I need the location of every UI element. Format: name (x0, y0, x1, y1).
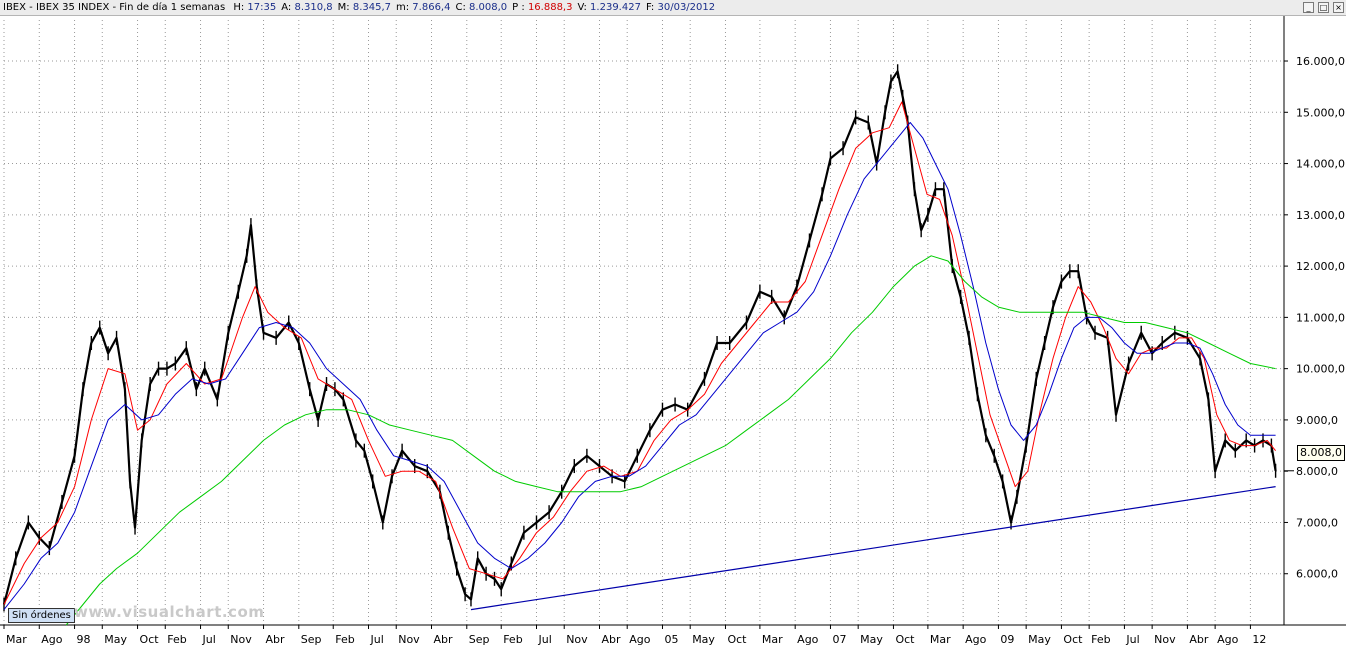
y-tick-label: 9.000,0 (1296, 414, 1338, 427)
field-label: F: (645, 2, 658, 13)
x-tick-label: Mar (6, 633, 27, 646)
x-tick-label: May (692, 633, 715, 646)
y-tick-label: 7.000,0 (1296, 516, 1338, 529)
field-label: V: (577, 2, 591, 13)
x-tick-label: Oct (140, 633, 160, 646)
x-tick-label: Ago (629, 633, 651, 646)
x-tick-label: Mar (930, 633, 951, 646)
y-tick-label: 12.000,0 (1296, 260, 1345, 273)
x-tick-label: Mar (762, 633, 783, 646)
series-ma_mid (3, 122, 1276, 610)
x-tick-label: 07 (832, 633, 846, 646)
field-label: P : (512, 2, 528, 13)
y-tick-label: 16.000,0 (1296, 55, 1345, 68)
close-icon[interactable]: × (1333, 2, 1344, 13)
x-tick-label: Ago (797, 633, 819, 646)
watermark: www.visualchart.com (74, 603, 265, 621)
x-tick-label: Oct (1063, 633, 1083, 646)
price-chart[interactable]: 6.000,0 7.000,0 8.000,0 9.000,0 10.000,0 11.0… (0, 16, 1346, 647)
field-label: C: (455, 2, 469, 13)
info-text: IBEX - IBEX 35 INDEX - Fin de día 1 sema… (3, 1, 715, 14)
x-tick-label: Sep (301, 633, 322, 646)
x-tick-label: Nov (1154, 633, 1176, 646)
x-tick-label: 09 (1000, 633, 1014, 646)
series-ma_short (3, 101, 1276, 605)
field-value: 30/03/2012 (657, 2, 716, 13)
x-tick-label: Oct (895, 633, 915, 646)
orders-badge[interactable]: Sin órdenes (8, 608, 75, 623)
y-tick-label: 14.000,0 (1296, 158, 1345, 171)
field-label: A: (281, 2, 295, 13)
x-tick-label: Ago (41, 633, 63, 646)
field-label: H: (233, 2, 248, 13)
chart-title: IBEX - IBEX 35 INDEX - Fin de día 1 sema… (3, 2, 226, 13)
x-tick-label: Nov (398, 633, 420, 646)
x-tick-label: Nov (566, 633, 588, 646)
x-tick-label: Feb (335, 633, 354, 646)
field-value: 16.888,3 (527, 2, 573, 13)
last-price-label: 8.008,0 (1297, 445, 1345, 461)
x-tick-label: Ago (1217, 633, 1239, 646)
chart-background (0, 16, 1346, 647)
x-tick-label: Jul (370, 633, 384, 646)
field-value: 8.008,0 (469, 2, 508, 13)
y-tick-label: 15.000,0 (1296, 106, 1345, 119)
field-label: m: (396, 2, 413, 13)
field-value: 8.310,8 (294, 2, 333, 13)
field-value: 7.866,4 (412, 2, 451, 13)
y-tick-label: 6.000,0 (1296, 568, 1338, 581)
x-tick-label: May (1028, 633, 1051, 646)
field-value: 17:35 (247, 2, 277, 13)
y-tick-label: 11.000,0 (1296, 311, 1345, 324)
x-tick-label: 05 (664, 633, 678, 646)
x-tick-label: Jul (537, 633, 551, 646)
x-tick-label: Feb (167, 633, 186, 646)
x-tick-label: 12 (1252, 633, 1266, 646)
x-tick-label: 98 (77, 633, 91, 646)
series-trendline (470, 486, 1276, 611)
x-tick-label: Abr (1189, 633, 1209, 646)
x-tick-label: Abr (266, 633, 286, 646)
x-tick-label: Jul (202, 633, 216, 646)
x-tick-label: Feb (503, 633, 522, 646)
x-tick-label: Jul (1125, 633, 1139, 646)
x-tick-label: May (104, 633, 127, 646)
field-label: M: (337, 2, 353, 13)
x-tick-label: Abr (434, 633, 454, 646)
x-tick-label: May (860, 633, 883, 646)
series-ma_long (65, 255, 1276, 626)
x-tick-label: Abr (601, 633, 621, 646)
minimize-icon[interactable]: _ (1303, 2, 1314, 13)
y-tick-label: 10.000,0 (1296, 363, 1345, 376)
field-value: 1.239.427 (590, 2, 641, 13)
field-value: 8.345,7 (352, 2, 391, 13)
x-tick-label: Nov (230, 633, 252, 646)
x-tick-label: Feb (1091, 633, 1110, 646)
chart-info-bar: IBEX - IBEX 35 INDEX - Fin de día 1 sema… (0, 0, 1346, 16)
y-tick-label: 13.000,0 (1296, 209, 1345, 222)
x-tick-label: Ago (965, 633, 987, 646)
x-tick-label: Sep (469, 633, 490, 646)
y-tick-label: 8.000,0 (1296, 465, 1338, 478)
maximize-icon[interactable]: □ (1318, 2, 1329, 13)
x-tick-label: Oct (727, 633, 747, 646)
